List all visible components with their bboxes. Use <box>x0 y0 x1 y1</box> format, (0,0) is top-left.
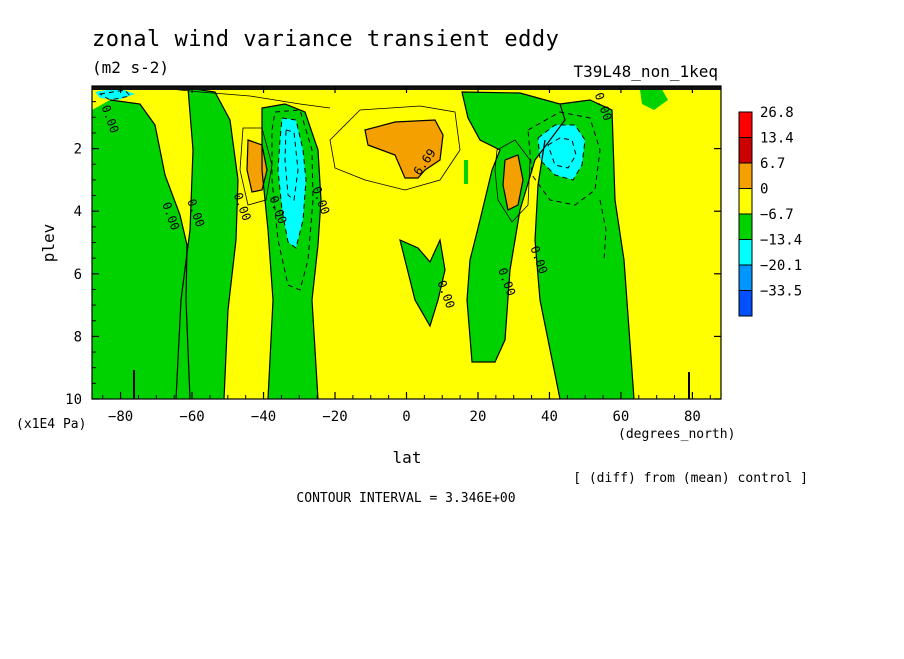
negative-region-south-pole <box>92 100 190 399</box>
negative-region-speck <box>464 160 468 184</box>
color-legend: 26.8 13.4 6.7 0 −6.7 −13.4 −20.1 −33.5 <box>738 105 802 317</box>
legend-swatch <box>738 239 753 266</box>
zero-contour-5 <box>461 91 566 363</box>
x-tick-label: −60 <box>179 409 204 425</box>
negative-contour-5 <box>547 137 577 169</box>
negative-contour-2 <box>537 124 586 181</box>
x-tick-label: −80 <box>108 409 133 425</box>
zero-contour-4 <box>399 237 446 328</box>
x-tick-label: −20 <box>322 409 347 425</box>
chart-units: (m2 s-2) <box>92 58 169 77</box>
zero-contour-6 <box>559 99 635 399</box>
negative-contour-3 <box>271 109 314 291</box>
legend-swatch <box>738 213 753 240</box>
legend-label: −20.1 <box>760 258 802 274</box>
negative-contour-8 <box>98 89 131 101</box>
positive-contour-top <box>159 87 331 109</box>
negative-contour-6 <box>284 129 299 201</box>
legend-label: −33.5 <box>760 284 802 300</box>
zero-contour-1 <box>109 99 191 399</box>
negative-contour-1 <box>277 117 307 249</box>
negative-region-south-mid <box>176 88 238 399</box>
x-tick-label: 20 <box>470 409 487 425</box>
zero-contours <box>109 87 635 399</box>
legend-swatch <box>738 290 753 317</box>
positive-contour-north-outer <box>494 139 531 223</box>
zero-contour-7 <box>534 139 561 399</box>
experiment-label: T39L48_non_1keq <box>574 62 719 81</box>
y-tick-label: 2 <box>74 142 82 158</box>
legend-swatch <box>738 264 753 291</box>
legend-swatch <box>738 162 753 189</box>
legend-label: −6.7 <box>760 207 794 223</box>
negative-region-equator <box>400 240 445 326</box>
negative-contour-4 <box>527 111 601 206</box>
legend-label: 0 <box>760 182 768 198</box>
zero-contour-3 <box>261 103 322 399</box>
x-tick-label: −40 <box>251 409 276 425</box>
legend-swatch <box>738 137 753 164</box>
x-tick-label: 60 <box>613 409 630 425</box>
y-units-label: (x1E4 Pa) <box>16 417 86 432</box>
bottom-features <box>133 370 690 399</box>
y-axis-label: plev <box>39 224 58 263</box>
legend-label: 6.7 <box>760 156 785 172</box>
legend-swatch <box>738 111 753 138</box>
positive-region-north <box>503 155 523 210</box>
x-units-label: (degrees_north) <box>618 427 735 442</box>
positive-contour-south-outer <box>239 127 273 206</box>
y-axis: 2 4 6 8 10 <box>65 101 721 408</box>
legend-label: 13.4 <box>760 131 794 147</box>
negative-region-north-1 <box>462 92 565 362</box>
legend-label: 26.8 <box>760 105 794 121</box>
plot-area: 0.000.00 0.00 0.00 0.00 0.006.690.00 0.000.00… <box>92 86 721 399</box>
legend-swatch <box>738 188 753 215</box>
x-tick-label: 80 <box>684 409 701 425</box>
contour-interval: CONTOUR INTERVAL = 3.346E+00 <box>296 491 515 506</box>
negative-contours <box>98 89 607 291</box>
negative-region-north-pole <box>640 86 668 110</box>
legend-label: −13.4 <box>760 233 802 249</box>
negative-contour-7 <box>599 199 607 261</box>
y-tick-label: 6 <box>74 267 82 283</box>
y-tick-label: 4 <box>74 204 82 220</box>
diff-note: [ (diff) from (mean) control ] <box>573 471 808 486</box>
positive-contour-2 <box>246 139 268 193</box>
x-axis-label: lat <box>393 448 422 467</box>
zero-contour-2 <box>175 87 239 399</box>
strong-negative-region-north <box>538 125 585 180</box>
positive-contour-1 <box>364 119 444 179</box>
x-tick-label: 0 <box>402 409 410 425</box>
x-axis: −80 −60 −40 −20 0 20 40 60 80 <box>102 86 711 425</box>
x-tick-label: 40 <box>541 409 558 425</box>
positive-contour-3 <box>502 154 524 211</box>
y-tick-label: 10 <box>65 392 82 408</box>
positive-contour-outer <box>329 105 461 191</box>
y-tick-label: 8 <box>74 329 82 345</box>
positive-region-equator <box>365 120 443 178</box>
chart-title: zonal wind variance transient eddy <box>92 27 559 52</box>
